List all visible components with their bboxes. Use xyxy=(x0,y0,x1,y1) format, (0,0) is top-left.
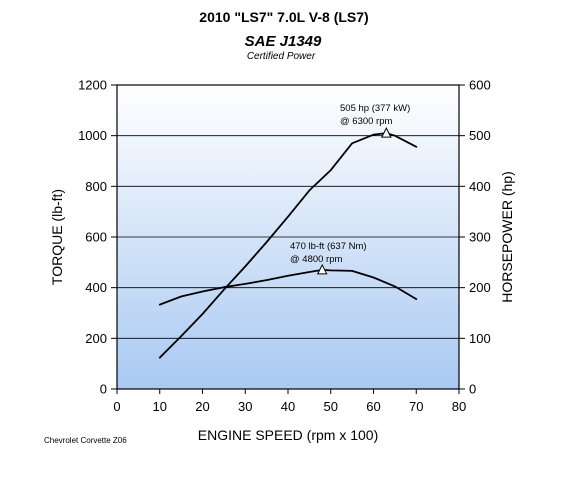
torque-peak-label: 470 lb-ft (637 Nm) xyxy=(290,241,367,252)
y-left-tick-label: 800 xyxy=(85,179,107,194)
hp-peak-marker xyxy=(381,127,392,138)
y-axis-right-label: HORSEPOWER (hp) xyxy=(499,171,515,302)
grid-lines xyxy=(111,84,465,394)
x-tick-label: 20 xyxy=(195,399,209,414)
sae-logo: SAE J1349 xyxy=(245,33,322,50)
peak-markers xyxy=(316,127,392,275)
y-left-tick-label: 400 xyxy=(85,280,107,295)
x-tick-label: 30 xyxy=(238,399,252,414)
hp-peak-rpm: @ 6300 rpm xyxy=(340,116,393,127)
y-right-tick-label: 200 xyxy=(469,280,491,295)
x-tick-label: 50 xyxy=(324,399,338,414)
y-right-tick-label: 600 xyxy=(469,78,491,93)
x-tick-label: 80 xyxy=(452,399,466,414)
torque-peak-marker xyxy=(316,263,328,275)
y-right-tick-label: 100 xyxy=(469,331,491,346)
x-tick-label: 40 xyxy=(281,399,295,414)
x-tick-label: 70 xyxy=(409,399,423,414)
x-tick-label: 60 xyxy=(366,399,380,414)
chart-title: 2010 "LS7" 7.0L V-8 (LS7) xyxy=(199,9,368,25)
chart-subtitle: Certified Power xyxy=(247,51,316,62)
x-tick-label: 10 xyxy=(153,399,167,414)
y-left-tick-label: 200 xyxy=(85,331,107,346)
sae-logo-text: SAE J1349 xyxy=(245,33,322,50)
y-left-tick-label: 1200 xyxy=(78,78,107,93)
plot-frame xyxy=(116,84,460,390)
y-right-tick-label: 500 xyxy=(469,128,491,143)
y-left-tick-label: 1000 xyxy=(78,128,107,143)
y-left-tick-label: 0 xyxy=(100,382,107,397)
x-tick-label: 0 xyxy=(113,399,120,414)
y-right-tick-label: 400 xyxy=(469,179,491,194)
x-axis-label: ENGINE SPEED (rpm x 100) xyxy=(198,427,379,443)
tick-labels: 0200400600800100012000100200300400500600… xyxy=(78,78,491,415)
vehicle-footnote: Chevrolet Corvette Z06 xyxy=(44,436,127,445)
y-right-tick-label: 300 xyxy=(469,230,491,245)
torque-peak-rpm: @ 4800 rpm xyxy=(290,254,343,265)
torque-curve xyxy=(158,268,418,306)
hp-peak-label: 505 hp (377 kW) xyxy=(340,103,410,114)
y-left-tick-label: 600 xyxy=(85,230,107,245)
y-right-tick-label: 0 xyxy=(469,382,476,397)
y-axis-left-label: TORQUE (lb-ft) xyxy=(49,189,65,285)
